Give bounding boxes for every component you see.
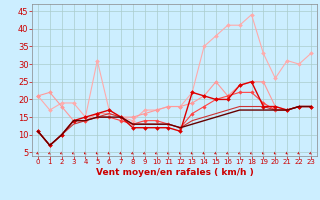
X-axis label: Vent moyen/en rafales ( km/h ): Vent moyen/en rafales ( km/h ): [96, 168, 253, 177]
